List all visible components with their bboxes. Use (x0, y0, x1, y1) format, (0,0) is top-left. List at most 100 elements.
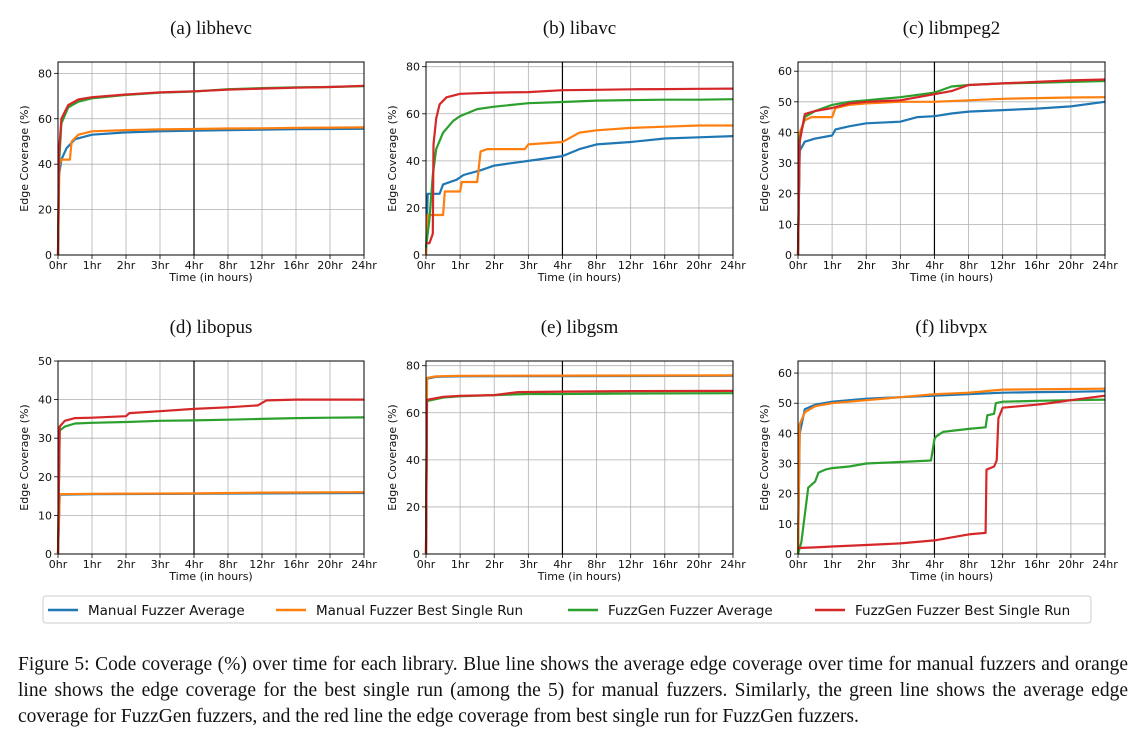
series-line (426, 87, 734, 245)
y-tick-label: 20 (778, 188, 792, 201)
y-tick-label: 40 (778, 126, 792, 139)
chart-title: (e) libgsm (541, 317, 619, 338)
y-tick-label: 20 (38, 204, 52, 217)
chart-title: (a) libhevc (170, 18, 252, 39)
x-tick-label: 8hr (587, 558, 606, 571)
x-tick-label: 16hr (283, 259, 309, 272)
x-tick-label: 12hr (990, 558, 1016, 571)
series-line (56, 127, 365, 256)
x-tick-label: 4hr (185, 558, 204, 571)
x-axis-label: Time (in hours) (909, 570, 993, 583)
plot-frame (797, 61, 1106, 256)
chart-panel-5: (f) libvpx 0hr 1hr 2hr 3hr 4hr 8hr 12hr 16hr 20hr… (758, 317, 1118, 583)
y-tick-label: 40 (778, 427, 792, 440)
y-tick-label: 60 (778, 65, 792, 78)
y-tick-label: 40 (406, 155, 420, 168)
x-tick-label: 8hr (959, 558, 978, 571)
x-tick-label: 24hr (1092, 259, 1118, 272)
x-tick-label: 2hr (485, 259, 504, 272)
x-tick-label: 4hr (925, 558, 944, 571)
chart-panel-4: (e) libgsm 0hr 1hr 2hr 3hr 4hr 8hr 12hr 16hr 20hr… (386, 317, 746, 583)
legend-label: FuzzGen Fuzzer Best Single Run (855, 603, 1070, 619)
y-tick-label: 0 (413, 249, 420, 262)
y-tick-label: 0 (413, 548, 420, 561)
x-tick-label: 3hr (151, 259, 170, 272)
x-tick-label: 1hr (451, 259, 470, 272)
chart-panel-0: (a) libhevc 0hr 1hr 2hr 3hr 4hr 8hr 12hr 16hr 20h… (18, 18, 377, 284)
x-tick-label: 16hr (283, 558, 309, 571)
x-tick-label: 20hr (686, 558, 712, 571)
x-tick-label: 1hr (451, 558, 470, 571)
x-tick-label: 1hr (823, 558, 842, 571)
y-tick-label: 80 (406, 61, 420, 74)
x-tick-label: 3hr (891, 558, 910, 571)
y-tick-label: 20 (406, 501, 420, 514)
x-tick-label: 3hr (891, 259, 910, 272)
series-line (796, 100, 1106, 256)
y-tick-label: 0 (785, 548, 792, 561)
y-tick-label: 10 (778, 518, 792, 531)
figure-caption: Figure 5: Code coverage (%) over time fo… (18, 652, 1128, 730)
y-tick-label: 50 (778, 397, 792, 410)
x-tick-label: 20hr (1058, 558, 1084, 571)
chart-title: (c) libmpeg2 (903, 18, 1001, 39)
x-tick-label: 0hr (49, 558, 68, 571)
series-line (56, 85, 365, 256)
x-tick-label: 0hr (789, 558, 808, 571)
y-tick-label: 80 (406, 360, 420, 373)
series-line (56, 491, 365, 555)
chart-panel-1: (b) libavc 0hr 1hr 2hr 3hr 4hr 8hr 12hr 16hr 20hr… (386, 18, 746, 284)
series-line (56, 84, 365, 256)
y-tick-label: 0 (45, 249, 52, 262)
x-tick-label: 3hr (151, 558, 170, 571)
plot-frame (425, 360, 734, 555)
x-axis-label: Time (in hours) (168, 570, 252, 583)
y-tick-label: 20 (406, 202, 420, 215)
chart-panel-3: (d) libopus 0hr 1hr 2hr 3hr 4hr 8hr 12hr 16hr 20h… (18, 317, 377, 583)
series-line (424, 392, 734, 555)
caption-text: Code coverage (%) over time for each lib… (18, 654, 1128, 727)
y-axis-label: Edge Coverage (%) (758, 105, 771, 211)
legend: Manual Fuzzer Average Manual Fuzzer Best … (42, 595, 1092, 624)
series-line (56, 398, 364, 555)
legend-label: Manual Fuzzer Best Single Run (316, 603, 523, 619)
y-tick-label: 60 (778, 367, 792, 380)
y-tick-label: 0 (785, 249, 792, 262)
series-line (424, 374, 734, 555)
y-axis-label: Edge Coverage (%) (758, 404, 771, 510)
x-tick-label: 16hr (1024, 259, 1050, 272)
y-tick-label: 60 (406, 407, 420, 420)
x-tick-label: 0hr (49, 259, 68, 272)
x-axis-label: Time (in hours) (537, 570, 621, 583)
series-line (424, 374, 734, 555)
chart-title: (f) libvpx (915, 317, 988, 338)
x-tick-label: 12hr (249, 558, 275, 571)
caption-label: Figure 5: (18, 654, 90, 675)
y-tick-label: 50 (38, 355, 52, 368)
x-tick-label: 2hr (857, 558, 876, 571)
x-tick-label: 8hr (587, 259, 606, 272)
x-tick-label: 2hr (485, 558, 504, 571)
x-tick-label: 0hr (789, 259, 808, 272)
x-tick-label: 20hr (317, 259, 343, 272)
x-tick-label: 1hr (823, 259, 842, 272)
chart-title: (d) libopus (170, 317, 253, 338)
x-tick-label: 1hr (83, 259, 102, 272)
x-axis-label: Time (in hours) (537, 271, 621, 284)
y-tick-label: 20 (778, 488, 792, 501)
series-line (796, 390, 1106, 555)
x-tick-label: 4hr (553, 259, 572, 272)
x-tick-label: 8hr (219, 558, 238, 571)
series-line (796, 398, 1106, 555)
x-tick-label: 16hr (652, 558, 678, 571)
y-tick-label: 60 (406, 108, 420, 121)
y-tick-label: 0 (45, 548, 52, 561)
x-tick-label: 3hr (519, 558, 538, 571)
x-tick-label: 16hr (652, 259, 678, 272)
x-tick-label: 24hr (720, 558, 746, 571)
y-tick-label: 40 (38, 158, 52, 171)
series-line (797, 394, 1106, 550)
x-tick-label: 8hr (219, 259, 238, 272)
x-tick-label: 20hr (1058, 259, 1084, 272)
chart-panel-2: (c) libmpeg2 0hr 1hr 2hr 3hr 4hr 8hr 12hr 16hr 20… (758, 18, 1118, 284)
